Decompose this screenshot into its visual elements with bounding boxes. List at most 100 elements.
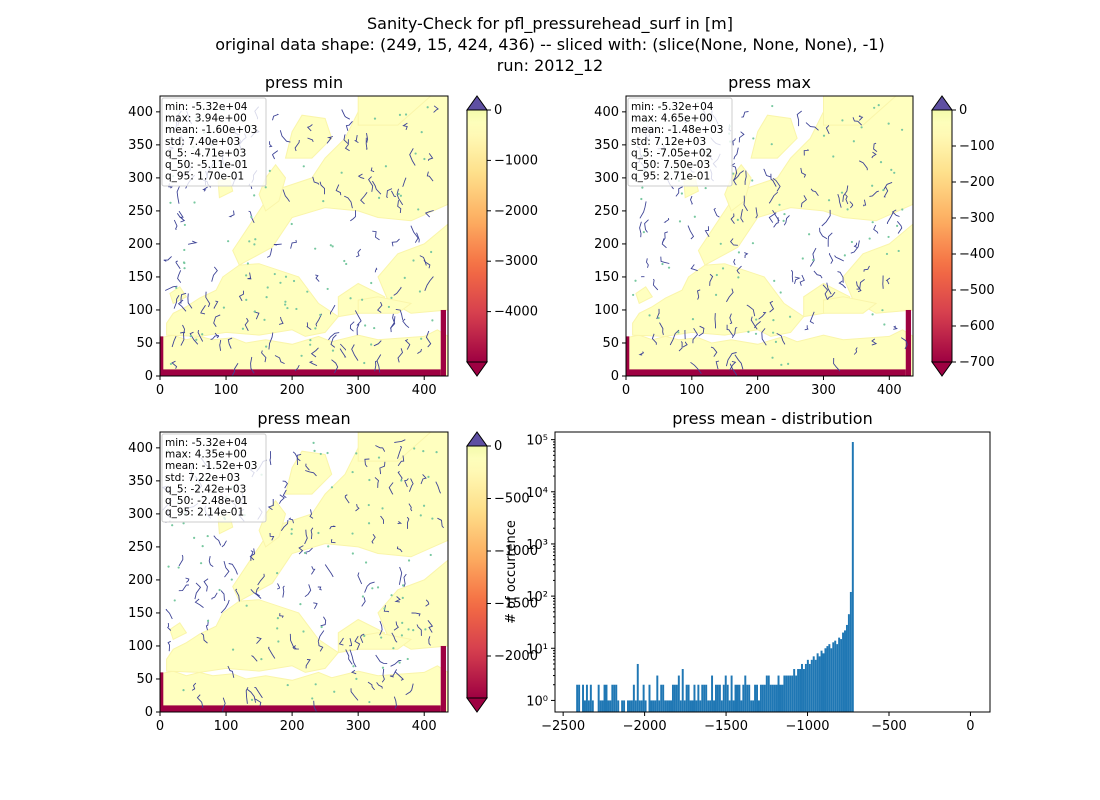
y-tick-label: 300 — [594, 171, 619, 186]
histogram-bar — [658, 700, 661, 712]
y-tick-label: 150 — [594, 270, 619, 285]
x-tick-label: −2500 — [541, 719, 585, 734]
histogram-bar — [621, 700, 624, 712]
histogram-bar — [582, 684, 584, 712]
histogram-bar — [806, 659, 809, 712]
stats-line: mean: -1.48e+03 — [631, 124, 723, 136]
histogram-bar — [851, 442, 854, 712]
colorbar-tick-label: −4000 — [494, 305, 538, 320]
colorbar-gradient — [466, 109, 488, 363]
histogram-bar — [650, 700, 653, 712]
histogram-bar — [836, 644, 839, 712]
histogram-plot — [554, 431, 991, 713]
histogram-bar — [584, 700, 586, 712]
stats-box-frame — [627, 97, 733, 187]
histogram-bar — [709, 700, 712, 712]
histogram-bar — [703, 684, 706, 712]
stats-line: max: 3.94e+00 — [165, 113, 247, 125]
histogram-bar — [814, 659, 817, 712]
stats-line: q_50: 7.50e-03 — [631, 159, 710, 171]
histogram-bar — [617, 700, 620, 712]
y-tick-label: 100 — [594, 303, 619, 318]
histogram-bar — [613, 684, 616, 712]
x-tick-label: −2000 — [623, 719, 667, 734]
stats-line: q_50: -2.48e-01 — [165, 495, 248, 507]
histogram-bar — [675, 684, 678, 712]
histogram-bar — [824, 648, 827, 712]
histogram-bar — [615, 684, 618, 712]
map-plot-1 — [625, 95, 914, 377]
histogram-bar — [716, 684, 719, 712]
histogram-bar — [611, 684, 614, 712]
histogram-bar — [736, 684, 739, 712]
histogram-bar — [668, 700, 671, 712]
histogram-bar — [759, 684, 762, 712]
x-tick-label: 0 — [156, 719, 164, 734]
figure-title-line-2: original data shape: (249, 15, 424, 436)… — [215, 35, 885, 54]
stats-line: q_5: -4.71e+03 — [165, 147, 246, 159]
histogram-bar — [775, 684, 778, 712]
histogram-bar — [689, 700, 692, 712]
histogram-bar — [666, 700, 669, 712]
histogram-bar — [847, 614, 850, 712]
histogram-bar — [587, 700, 590, 712]
histogram-bar — [714, 684, 717, 712]
histogram-bar — [793, 669, 796, 712]
histogram-bar — [765, 675, 768, 712]
histogram-bar — [634, 700, 637, 712]
histogram-bar — [705, 684, 708, 712]
x-tick-label: 100 — [679, 383, 704, 398]
histogram-bar — [773, 684, 776, 712]
stats-box-frame — [161, 97, 267, 187]
x-tick-label: 0 — [966, 719, 974, 734]
histogram-bar — [781, 684, 784, 712]
histogram-bar — [802, 669, 805, 712]
x-tick-label: 400 — [412, 383, 437, 398]
y-tick-label: 10¹ — [526, 642, 548, 657]
histogram-bar — [681, 669, 684, 712]
figure-title-line-1: Sanity-Check for pfl_pressurehead_surf i… — [367, 14, 733, 33]
stats-line: q_5: -2.42e+03 — [165, 483, 246, 495]
histogram-bar — [834, 640, 837, 712]
colorbar-extend-under — [931, 361, 953, 377]
stats-line: min: -5.32e+04 — [165, 101, 248, 113]
y-tick-label: 10⁵ — [526, 434, 548, 449]
histogram-bar — [791, 675, 794, 712]
histogram-bar — [677, 675, 680, 712]
stats-line: std: 7.12e+03 — [631, 136, 706, 148]
subplot-title: press max — [728, 73, 811, 92]
histogram-bar — [576, 684, 579, 712]
histogram-bar — [746, 684, 749, 712]
y-tick-label: 350 — [594, 138, 619, 153]
histogram-bar — [685, 684, 688, 712]
histogram-bar — [730, 675, 733, 712]
histogram-bar — [769, 684, 772, 712]
stats-line: max: 4.65e+00 — [631, 113, 713, 125]
histogram-bar — [638, 700, 641, 712]
y-tick-label: 0 — [611, 369, 619, 384]
y-tick-label: 100 — [128, 639, 153, 654]
map-land — [160, 96, 448, 376]
colorbar-extend-under — [466, 697, 488, 713]
histogram-bar — [632, 684, 635, 712]
histogram-bar — [585, 684, 588, 712]
map-frame — [159, 431, 449, 713]
colorbar-gradient — [931, 109, 953, 363]
colorbar-extend-over — [931, 95, 953, 111]
histogram-bar — [713, 700, 715, 712]
map-plot-2 — [159, 431, 449, 713]
histogram-bar — [789, 675, 792, 712]
colorbar-gradient — [466, 445, 488, 699]
histogram-bar — [830, 648, 833, 712]
histogram-bar — [578, 684, 581, 712]
colorbar-tick-label: −500 — [959, 283, 995, 298]
histogram-bar — [840, 639, 843, 712]
subplot-title: press mean - distribution — [672, 409, 872, 428]
y-tick-label: 350 — [128, 474, 153, 489]
histogram-bar — [640, 700, 643, 712]
histogram-bar — [603, 684, 606, 712]
colorbar-tick-label: −600 — [959, 319, 995, 334]
histogram-bar — [726, 684, 729, 712]
